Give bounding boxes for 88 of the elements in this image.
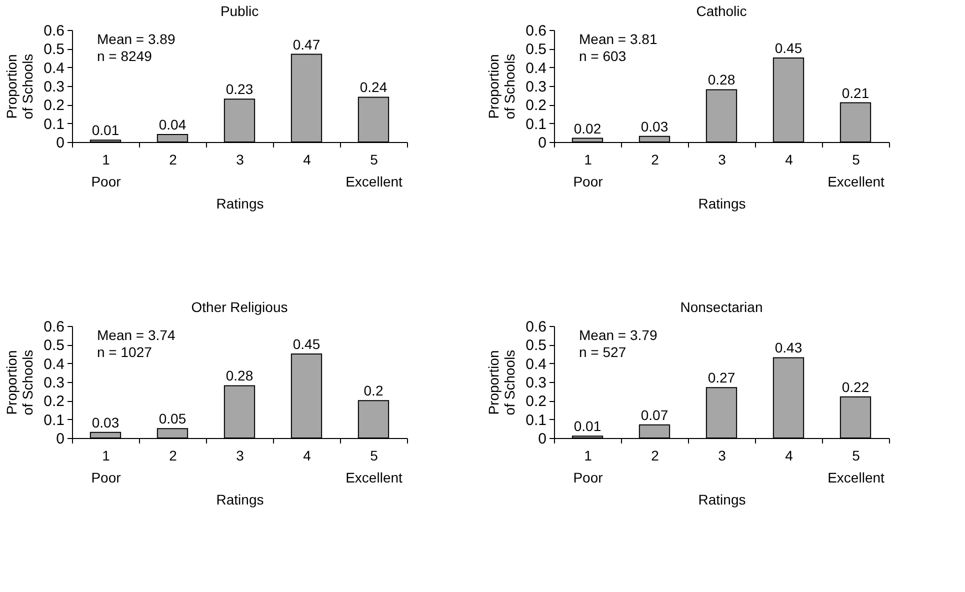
y-tick-label: 0.4 (44, 356, 64, 373)
x-tick-label: 3 (236, 152, 244, 168)
x-tick-label: 5 Excellent (828, 152, 885, 190)
y-tick-label: 0.1 (44, 116, 64, 133)
y-axis-title: Proportion of Schools (4, 54, 36, 120)
data-label: 0.22 (842, 378, 870, 395)
y-tick-label: 0.3 (526, 374, 546, 392)
chart-title: Nonsectarian (680, 299, 763, 315)
annotation: Mean = 3.79 (579, 327, 658, 343)
x-tick-label: 4 (785, 448, 794, 464)
y-tick-label: 0.5 (526, 337, 546, 354)
data-label: 0.2 (364, 382, 384, 399)
data-label: 0.07 (640, 406, 668, 423)
x-tick-label: 5 Excellent (346, 152, 403, 190)
data-label: 0.43 (774, 340, 802, 356)
x-tick-label: 4 (785, 152, 794, 168)
y-tick-label: 0.6 (526, 22, 546, 40)
y-tick-label: 0.2 (526, 393, 546, 410)
y-tick-label: 0.1 (526, 412, 546, 429)
y-tick-label: 0.3 (44, 78, 64, 96)
x-tick-label: 3 (236, 448, 244, 464)
y-tick-label: 0.4 (526, 60, 546, 77)
y-tick-label: 0.6 (44, 318, 64, 336)
y-tick-label: 0.3 (44, 374, 64, 392)
annotation: n = 1027 (97, 344, 152, 360)
annotation: Mean = 3.74 (97, 327, 176, 343)
chart-title: Catholic (696, 3, 747, 19)
data-label: 0.02 (574, 120, 602, 136)
x-tick-label: 5 Excellent (346, 448, 403, 486)
y-tick-label: 0.2 (44, 97, 64, 114)
x-tick-label: 1 Poor (91, 152, 122, 190)
data-label: 0.01 (574, 418, 602, 434)
y-tick-label: 0.2 (44, 393, 64, 410)
data-label: 0.45 (292, 336, 320, 352)
y-axis-title: Proportion of Schools (4, 350, 36, 416)
y-tick-label: 0 (538, 134, 546, 152)
data-label: 0.45 (774, 40, 802, 56)
x-tick-label: 2 (651, 152, 660, 168)
x-tick-label: 1 Poor (573, 448, 604, 486)
y-tick-label: 0.5 (44, 41, 64, 58)
data-label: 0.27 (708, 370, 736, 386)
x-axis-title: Ratings (216, 492, 264, 508)
y-axis-title: Proportion of Schools (486, 54, 518, 120)
chart-title: Public (220, 3, 259, 19)
data-label: 0.28 (226, 368, 254, 384)
y-tick-label: 0 (538, 430, 546, 448)
data-label: 0.05 (158, 410, 186, 427)
annotation: n = 603 (579, 48, 626, 64)
x-axis-title: Ratings (698, 196, 746, 212)
y-tick-label: 0.6 (526, 318, 546, 336)
y-tick-label: 0.5 (526, 41, 546, 58)
x-tick-label: 2 (169, 448, 178, 464)
x-tick-label: 1 Poor (91, 448, 122, 486)
y-tick-label: 0 (56, 134, 64, 152)
data-label: 0.23 (226, 81, 254, 98)
x-tick-label: 4 (303, 448, 312, 464)
data-label: 0.47 (292, 36, 320, 52)
x-tick-label: 5 Excellent (828, 448, 885, 486)
x-axis-title: Ratings (216, 196, 264, 212)
y-tick-label: 0 (56, 430, 64, 448)
x-tick-label: 4 (303, 152, 312, 168)
data-label: 0.24 (360, 79, 388, 96)
data-label: 0.03 (640, 118, 668, 134)
y-axis-title: Proportion of Schools (486, 350, 518, 416)
y-tick-label: 0.5 (44, 337, 64, 354)
annotation: n = 527 (579, 344, 626, 360)
data-label: 0.03 (92, 414, 120, 430)
x-tick-label: 2 (651, 448, 660, 464)
annotation: n = 8249 (97, 48, 152, 64)
annotation: Mean = 3.89 (97, 31, 176, 47)
data-label: 0.04 (158, 116, 186, 133)
y-tick-label: 0.2 (526, 97, 546, 114)
y-tick-label: 0.4 (44, 60, 64, 77)
y-tick-label: 0.1 (44, 412, 64, 429)
data-label: 0.28 (708, 72, 736, 88)
y-tick-label: 0.1 (526, 116, 546, 133)
y-tick-label: 0.6 (44, 22, 64, 40)
x-axis-title: Ratings (698, 492, 746, 508)
x-tick-label: 1 Poor (573, 152, 604, 190)
y-tick-label: 0.4 (526, 356, 546, 373)
data-label: 0.01 (92, 122, 120, 138)
x-tick-label: 2 (169, 152, 178, 168)
x-tick-label: 3 (718, 448, 726, 464)
chart-title: Other Religious (191, 299, 288, 315)
y-tick-label: 0.3 (526, 78, 546, 96)
data-label: 0.21 (842, 84, 870, 101)
x-tick-label: 3 (718, 152, 726, 168)
annotation: Mean = 3.81 (579, 31, 658, 47)
